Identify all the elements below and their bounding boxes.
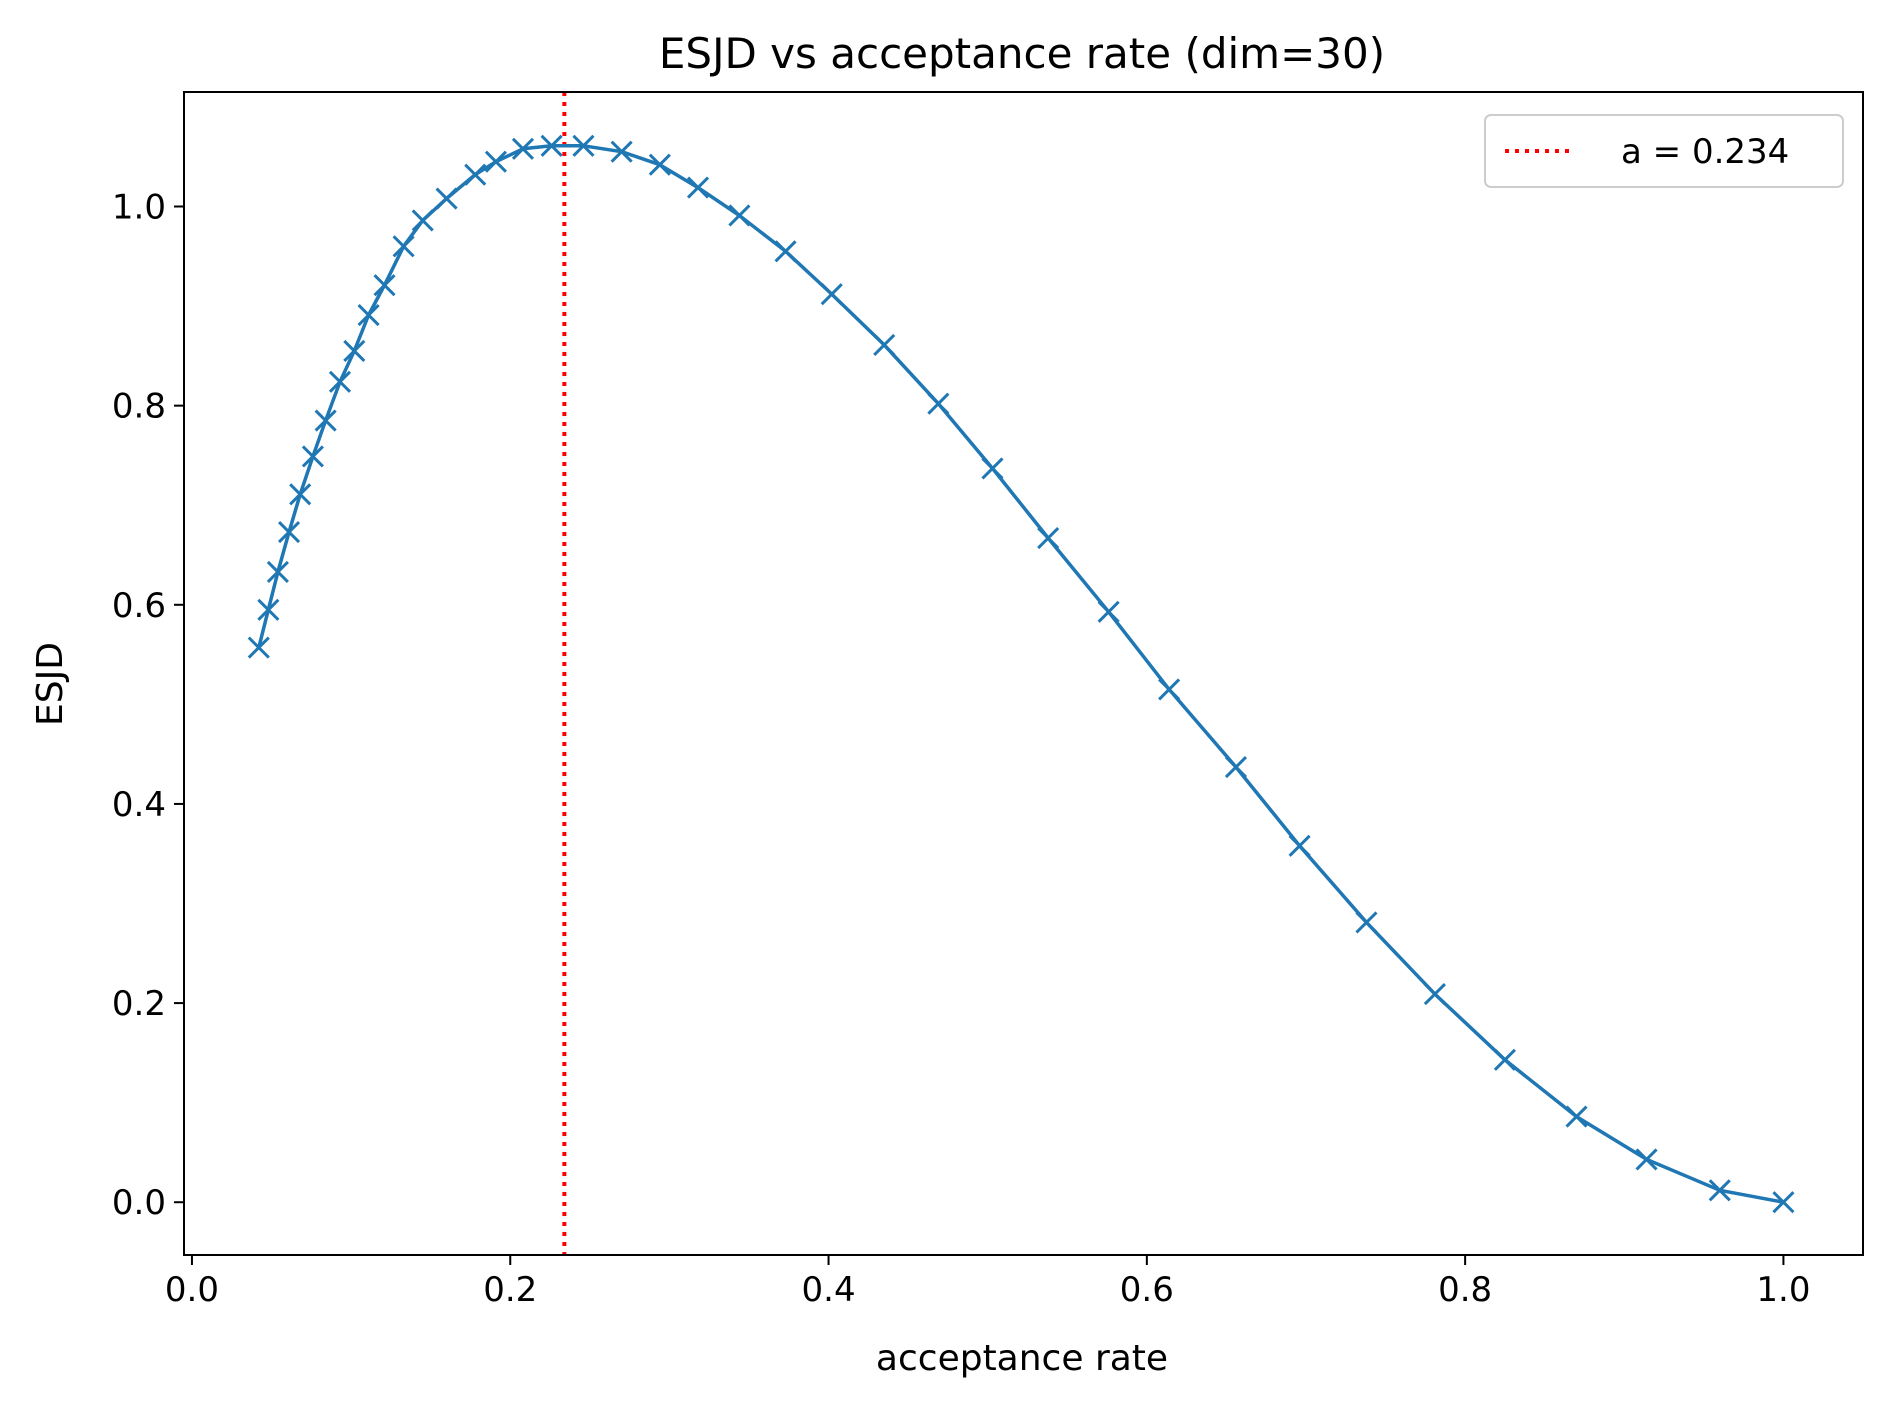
data-point-27: [981, 457, 1004, 480]
legend-box: [1484, 114, 1844, 188]
x-tick-label: 0.2: [483, 1270, 537, 1310]
legend: a = 0.234: [1484, 114, 1844, 188]
data-point-37: [1635, 1148, 1658, 1171]
data-point-12: [411, 209, 434, 232]
data-point-18: [572, 134, 595, 157]
series-line-0: [257, 144, 1786, 1204]
data-point-8: [343, 339, 366, 362]
data-point-22: [728, 204, 751, 227]
data-point-32: [1288, 834, 1311, 857]
data-point-11: [392, 235, 415, 258]
y-tick-label: 0.8: [112, 387, 166, 427]
data-point-14: [464, 163, 487, 186]
data-point-17: [540, 134, 563, 157]
data-point-4: [289, 483, 312, 506]
x-tick-label: 0.6: [1120, 1270, 1174, 1310]
data-point-16: [511, 137, 535, 160]
data-point-31: [1224, 756, 1248, 779]
data-point-20: [648, 153, 671, 176]
data-point-29: [1097, 600, 1120, 623]
data-point-7: [328, 370, 352, 393]
data-point-34: [1423, 983, 1446, 1006]
y-tick-label: 0.6: [112, 586, 166, 626]
data-point-35: [1493, 1048, 1516, 1071]
data-point-28: [1037, 527, 1060, 550]
data-point-36: [1565, 1105, 1588, 1128]
data-point-0: [247, 636, 270, 659]
data-point-25: [873, 333, 896, 356]
data-point-13: [435, 187, 458, 210]
x-axis-label: acceptance rate: [876, 1338, 1168, 1379]
data-point-6: [314, 409, 337, 432]
data-point-33: [1355, 911, 1378, 934]
y-tick-label: 0.4: [112, 785, 166, 825]
axes: 0.0 0.2 0.4 0.6 0.8 1.0 0.0 0.2 0.4 0.6 0.8 1.0: [112, 91, 1864, 1310]
data-point-39: [1772, 1191, 1795, 1214]
data-point-30: [1158, 678, 1181, 701]
x-tick-label: 0.8: [1438, 1270, 1492, 1310]
data-point-3: [277, 521, 301, 544]
data-point-9: [357, 303, 380, 327]
data-point-23: [774, 240, 797, 263]
data-point-26: [927, 392, 950, 415]
x-tick-label: 0.4: [802, 1270, 856, 1310]
chart-title: ESJD vs acceptance rate (dim=30): [659, 29, 1385, 78]
y-tick-label: 1.0: [112, 188, 166, 228]
data-point-2: [266, 560, 289, 583]
data-point-10: [373, 274, 396, 297]
y-tick-label: 0.0: [112, 1183, 166, 1223]
data-point-5: [301, 445, 324, 468]
data-point-15: [484, 150, 507, 173]
axes-frame: [183, 91, 1864, 1256]
y-axis-label: ESJD: [30, 642, 71, 726]
x-tick-label: 1.0: [1756, 1270, 1810, 1310]
x-tick-label: 0.0: [165, 1270, 219, 1310]
data-point-24: [820, 283, 843, 306]
data-point-38: [1708, 1179, 1731, 1202]
legend-label: a = 0.234: [1621, 132, 1789, 172]
data-point-21: [686, 176, 710, 199]
data-point-19: [610, 140, 633, 163]
plot-area: [247, 92, 1795, 1255]
y-tick-label: 0.2: [112, 984, 166, 1024]
data-point-1: [257, 598, 280, 621]
